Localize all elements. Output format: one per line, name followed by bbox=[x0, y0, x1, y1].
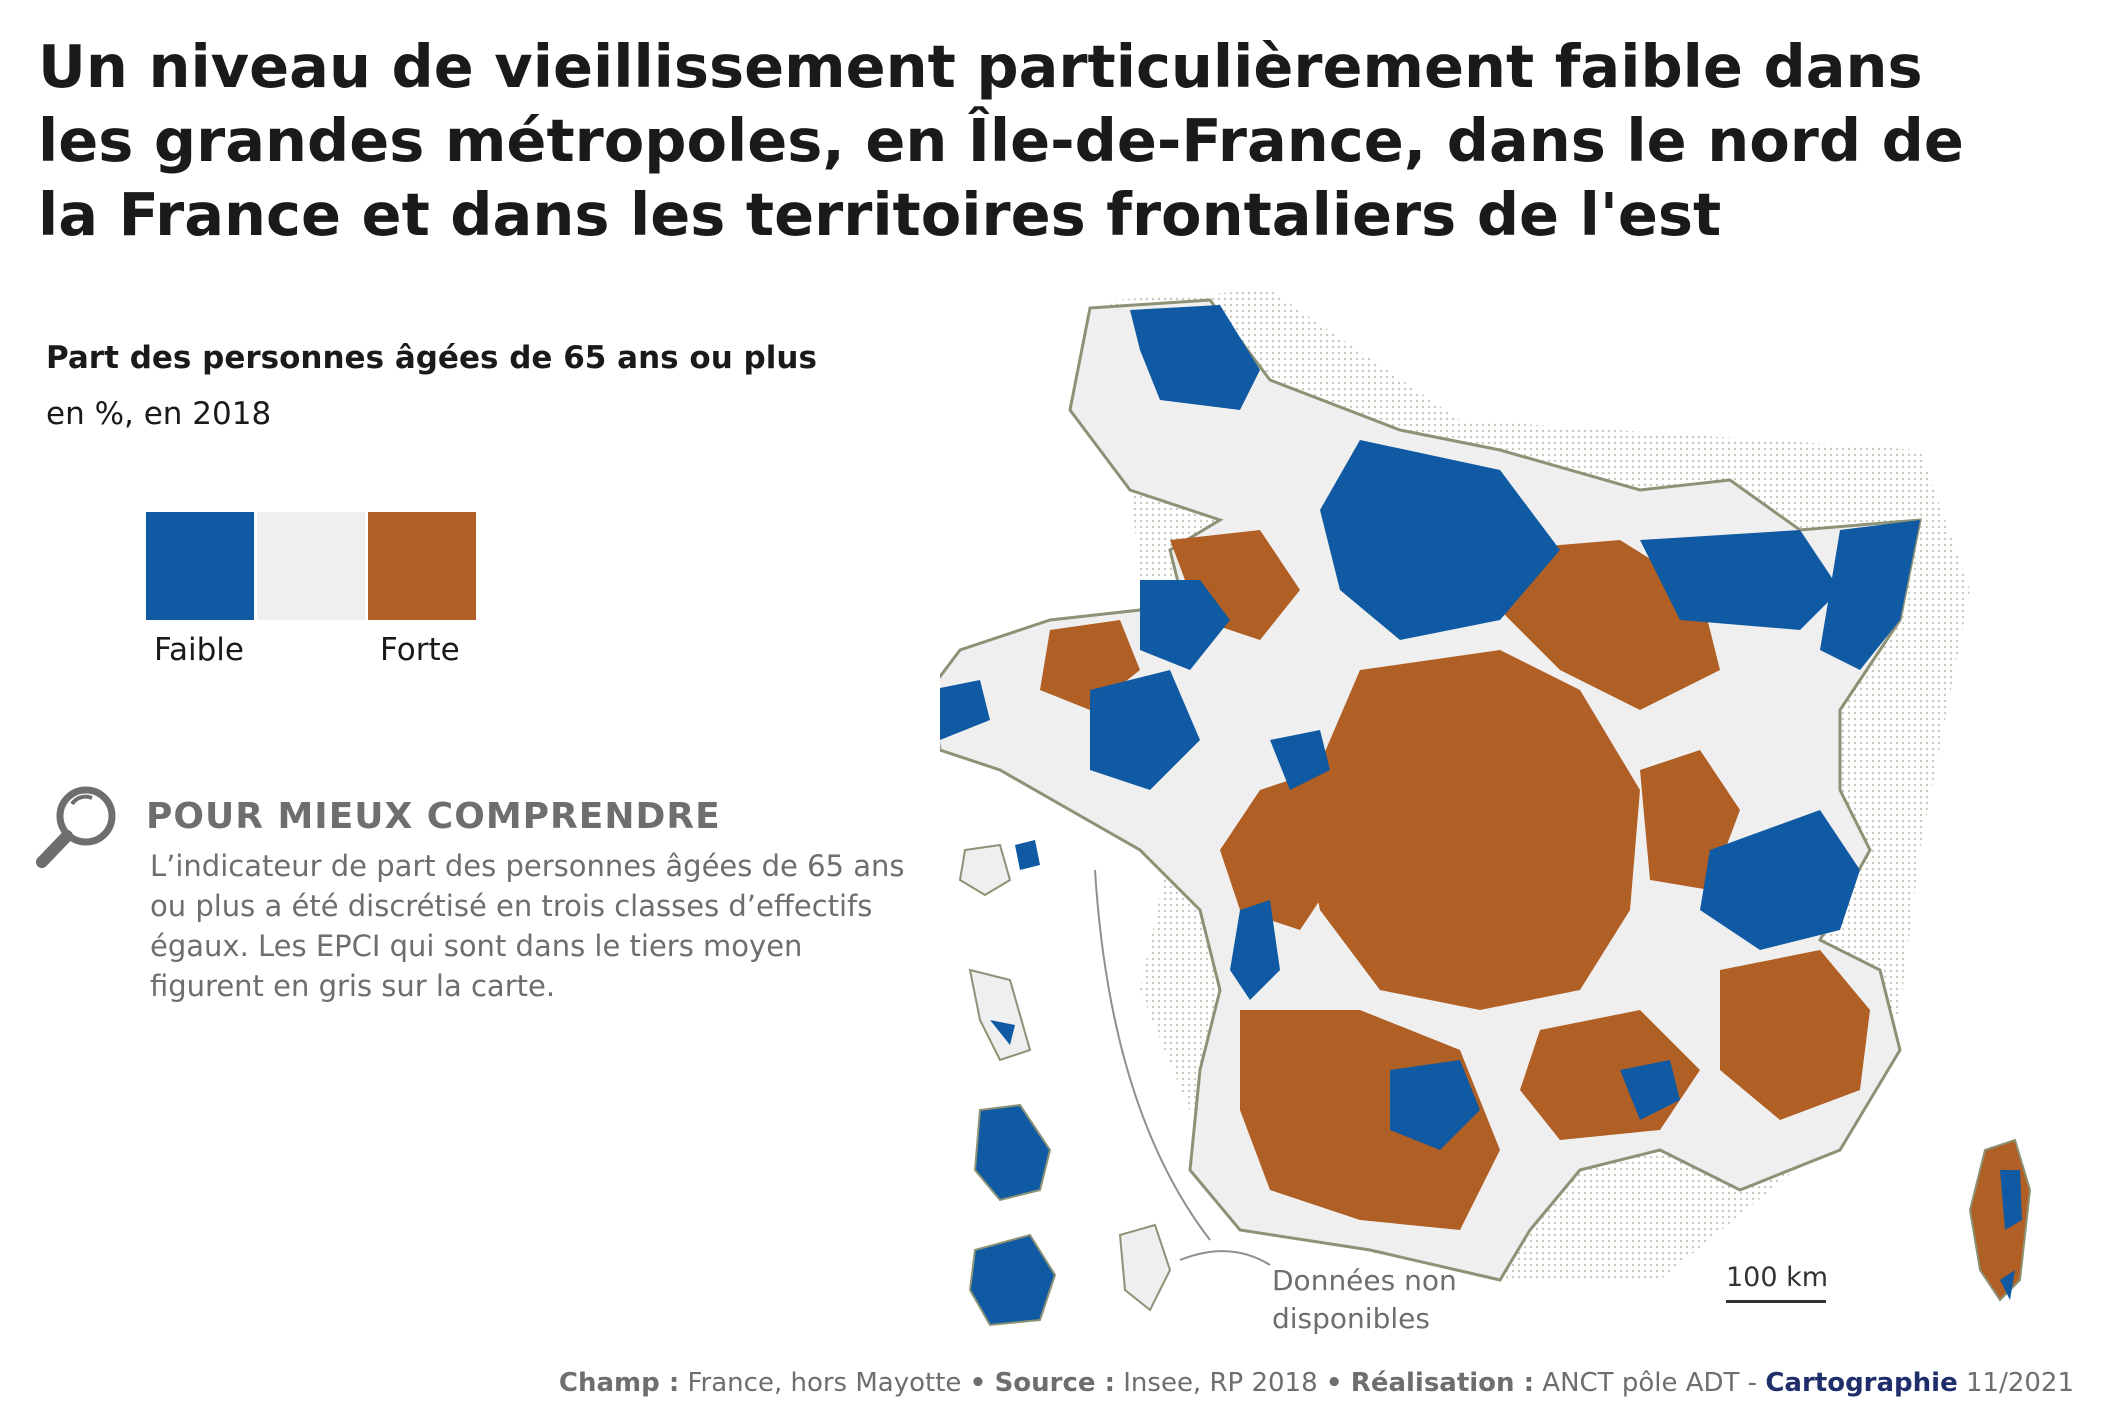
legend-swatch-low bbox=[146, 512, 254, 620]
footer-credits: Champ : France, hors Mayotte • Source : … bbox=[559, 1368, 2074, 1398]
map-title: Un niveau de vieillissement particulière… bbox=[38, 32, 1964, 249]
info-heading: POUR MIEUX COMPRENDRE bbox=[146, 796, 721, 837]
guyane bbox=[973, 1103, 1052, 1202]
legend-high-label: Forte bbox=[380, 632, 460, 668]
separator: • bbox=[969, 1368, 987, 1398]
legend-swatches bbox=[146, 512, 479, 620]
legend-title: Part des personnes âgées de 65 ans ou pl… bbox=[46, 340, 817, 376]
martinique bbox=[968, 968, 1032, 1062]
mayotte bbox=[1118, 1223, 1172, 1312]
footer-date: 11/2021 bbox=[1965, 1368, 2074, 1398]
realisation-value: ANCT pôle ADT - bbox=[1542, 1368, 1758, 1398]
la-reunion bbox=[968, 1233, 1057, 1327]
scale-label: 100 km bbox=[1726, 1262, 1829, 1293]
guadeloupe bbox=[958, 843, 1012, 897]
brand: Cartographie bbox=[1765, 1368, 1958, 1398]
source-value: Insee, RP 2018 bbox=[1123, 1368, 1318, 1398]
magnifier-icon bbox=[36, 786, 116, 868]
source-label: Source : bbox=[994, 1368, 1115, 1398]
legend-swatch-high bbox=[368, 512, 476, 620]
legend-low-label: Faible bbox=[154, 632, 244, 668]
no-data-label: Données non disponibles bbox=[1272, 1264, 1457, 1335]
scale-bar bbox=[1726, 1300, 1826, 1303]
realisation-label: Réalisation : bbox=[1350, 1368, 1535, 1398]
legend-swatch-mid bbox=[257, 512, 365, 620]
legend-subtitle: en %, en 2018 bbox=[46, 396, 272, 432]
champ-value: France, hors Mayotte bbox=[687, 1368, 962, 1398]
choropleth-map bbox=[940, 290, 2032, 1327]
separator: • bbox=[1325, 1368, 1343, 1398]
champ-label: Champ : bbox=[558, 1368, 680, 1398]
info-text: L’indicateur de part des personnes âgées… bbox=[150, 849, 905, 1003]
